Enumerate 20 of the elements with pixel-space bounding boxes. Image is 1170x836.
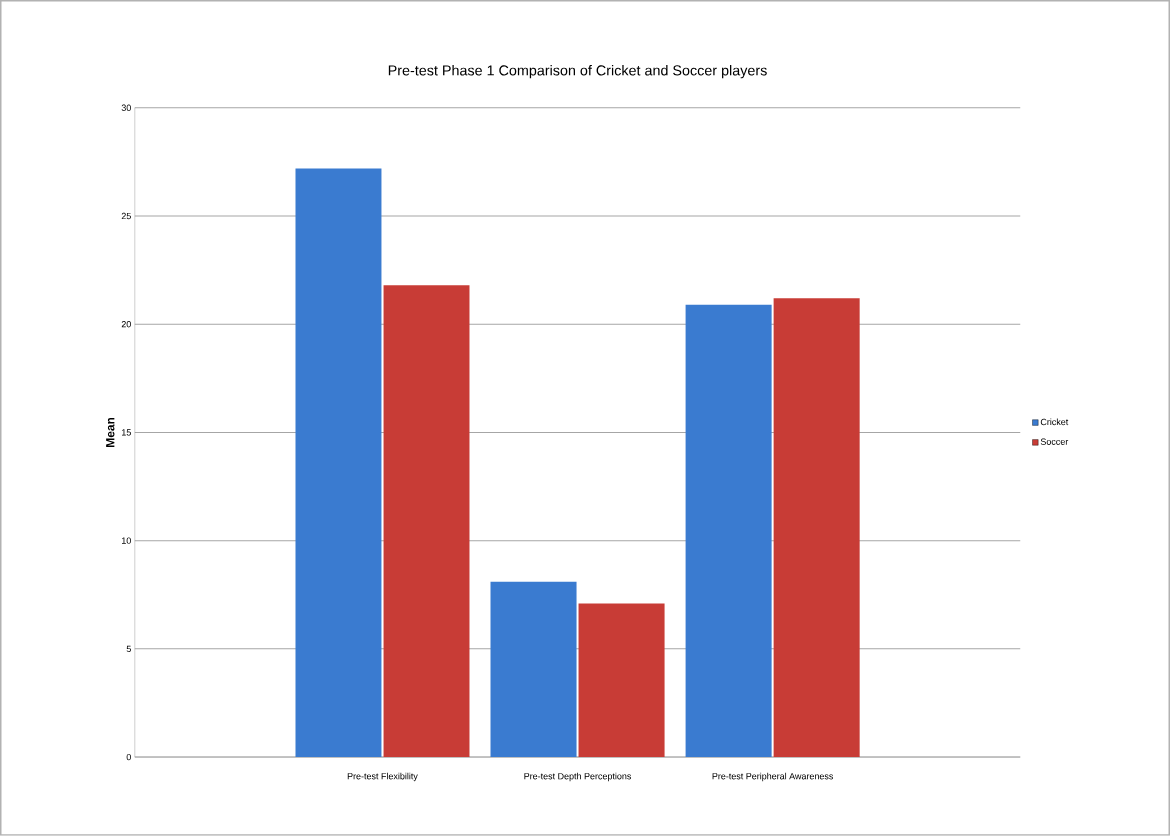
y-tick-label: 20 xyxy=(121,321,131,328)
legend-label: Soccer xyxy=(1040,438,1069,445)
y-tick-label: 10 xyxy=(122,537,131,544)
chart-title: Pre-test Phase 1 Comparison of Cricket and Soccer players xyxy=(388,65,767,79)
x-tick-label: Pre-test Depth Perceptions xyxy=(524,772,632,782)
y-tick-label: 0 xyxy=(126,753,131,761)
legend-label: Cricket xyxy=(1040,418,1069,426)
y-tick-label: 5 xyxy=(126,645,131,653)
bar xyxy=(295,168,382,758)
x-tick-label: Pre-test Peripheral Awareness xyxy=(712,772,834,782)
x-tick-label: Pre-test Flexibility xyxy=(347,772,418,782)
y-tick-label: 15 xyxy=(122,429,131,436)
bar xyxy=(383,285,470,758)
y-tick-label: 25 xyxy=(121,212,131,220)
bar xyxy=(773,298,860,758)
y-tick-label: 30 xyxy=(121,104,131,112)
bar xyxy=(578,603,665,758)
bar xyxy=(685,304,772,758)
bar xyxy=(490,581,577,758)
y-axis-title: Mean xyxy=(106,417,115,447)
